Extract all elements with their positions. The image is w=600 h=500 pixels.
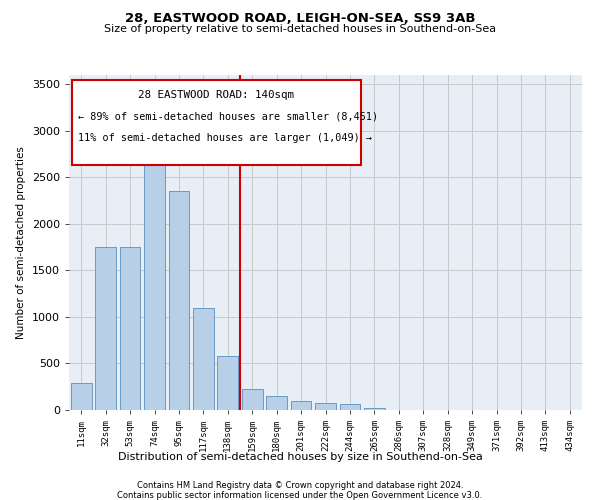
Text: Contains HM Land Registry data © Crown copyright and database right 2024.: Contains HM Land Registry data © Crown c… (137, 481, 463, 490)
Bar (95, 247, 116, 410)
Text: Contains public sector information licensed under the Open Government Licence v3: Contains public sector information licen… (118, 491, 482, 500)
Text: 28 EASTWOOD ROAD: 140sqm: 28 EASTWOOD ROAD: 140sqm (139, 90, 295, 100)
Text: Distribution of semi-detached houses by size in Southend-on-Sea: Distribution of semi-detached houses by … (118, 452, 482, 462)
Bar (71, 383, 92, 410)
Bar (315, 402, 336, 410)
Bar (169, 192, 190, 410)
Text: Size of property relative to semi-detached houses in Southend-on-Sea: Size of property relative to semi-detach… (104, 24, 496, 34)
Bar (364, 408, 385, 410)
Text: 28, EASTWOOD ROAD, LEIGH-ON-SEA, SS9 3AB: 28, EASTWOOD ROAD, LEIGH-ON-SEA, SS9 3AB (125, 12, 475, 26)
Bar (193, 308, 214, 410)
FancyBboxPatch shape (71, 80, 361, 166)
Y-axis label: Number of semi-detached properties: Number of semi-detached properties (16, 146, 26, 339)
Text: ← 89% of semi-detached houses are smaller (8,451): ← 89% of semi-detached houses are smalle… (78, 112, 378, 122)
Text: 11% of semi-detached houses are larger (1,049) →: 11% of semi-detached houses are larger (… (78, 133, 372, 143)
Bar (266, 396, 287, 410)
Bar (290, 400, 311, 410)
Bar (217, 356, 238, 410)
Bar (144, 112, 165, 410)
Bar (242, 388, 263, 410)
Bar (119, 247, 140, 410)
Bar (340, 404, 361, 410)
